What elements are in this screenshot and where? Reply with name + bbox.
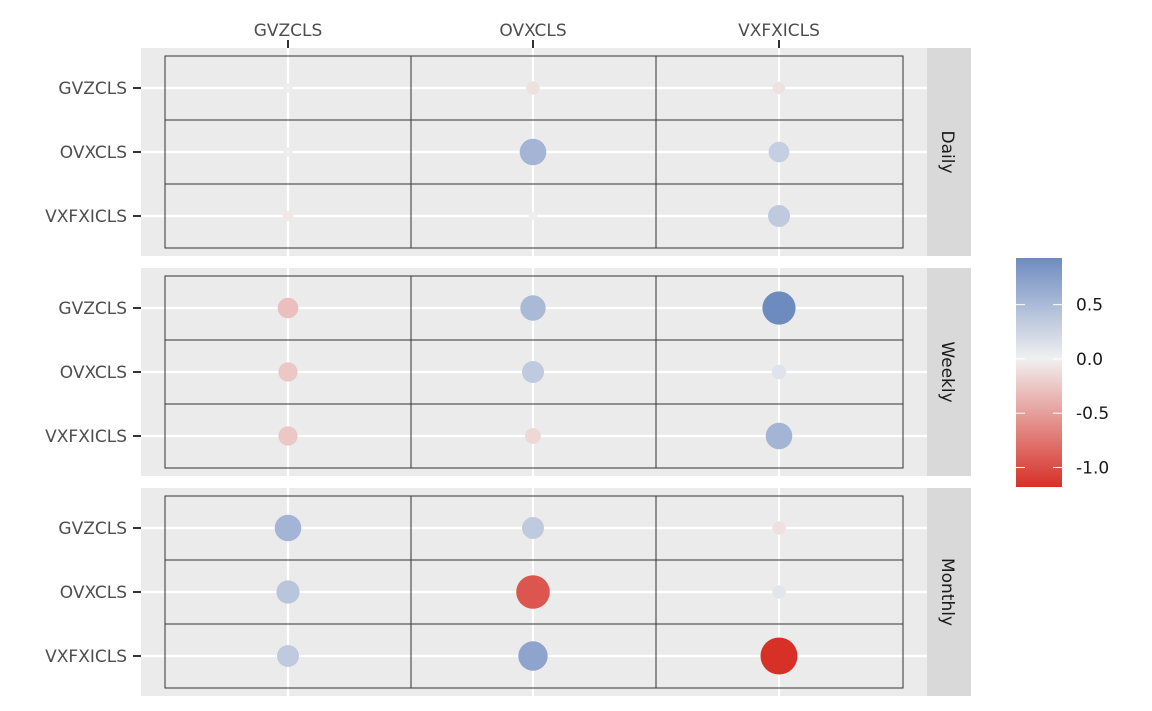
y-tick-label: VXFXICLS (45, 427, 127, 447)
tile-border (164, 495, 904, 689)
legend-colorbar (1016, 258, 1062, 487)
data-point (276, 580, 300, 604)
tile-border (164, 275, 904, 469)
data-point (278, 362, 298, 382)
data-point (519, 138, 547, 166)
data-point (277, 297, 299, 319)
data-point (522, 517, 544, 539)
facet-panel-daily: Daily GVZCLS OVXCLS VXFXICLS (45, 48, 971, 256)
data-point (277, 645, 299, 667)
facet-strip-label: Daily (937, 130, 957, 173)
legend-tick-label: -1.0 (1076, 458, 1109, 478)
y-tick-label: OVXCLS (60, 143, 127, 163)
legend-tick-label: 0.5 (1076, 296, 1103, 316)
facet-panel-monthly: Monthly GVZCLS OVXCLS VXFXICLS (45, 488, 971, 696)
data-point (771, 364, 787, 380)
data-point (772, 521, 786, 535)
data-point (274, 514, 302, 542)
facet-strip (927, 268, 971, 476)
y-tick-label: OVXCLS (60, 363, 127, 383)
tile-border (164, 55, 904, 249)
y-tick-label: VXFXICLS (45, 207, 127, 227)
data-point (760, 637, 798, 675)
y-tick-label: OVXCLS (60, 583, 127, 603)
data-point (772, 585, 786, 599)
data-point (282, 210, 294, 222)
data-point (283, 83, 293, 93)
data-point (516, 575, 550, 609)
x-tick-label: OVXCLS (499, 21, 566, 41)
data-point (528, 211, 538, 221)
x-tick-label: GVZCLS (254, 21, 323, 41)
data-point (768, 205, 790, 227)
y-tick-label: VXFXICLS (45, 647, 127, 667)
data-point (526, 81, 540, 95)
legend-tick-label: -0.5 (1076, 404, 1109, 424)
y-tick-label: GVZCLS (58, 79, 127, 99)
data-point (522, 361, 544, 383)
y-tick-label: GVZCLS (58, 299, 127, 319)
data-point (278, 426, 298, 446)
facet-strip-label: Monthly (937, 558, 957, 626)
x-tick-label: VXFXICLS (738, 21, 820, 41)
color-legend: 0.5 0.0 -0.5 -1.0 (1016, 258, 1109, 487)
data-point (283, 147, 293, 157)
facet-strip-label: Weekly (937, 341, 957, 402)
data-point (520, 295, 546, 321)
data-point (772, 81, 786, 95)
data-point (525, 428, 541, 444)
y-tick-label: GVZCLS (58, 519, 127, 539)
data-point (518, 641, 548, 671)
facet-strip (927, 488, 971, 696)
legend-tick-label: 0.0 (1076, 350, 1103, 370)
data-point (765, 422, 793, 450)
facet-panel-weekly: Weekly GVZCLS OVXCLS VXFXICLS (45, 268, 971, 476)
data-point (762, 291, 796, 325)
facet-strip (927, 48, 971, 256)
data-point (768, 141, 790, 163)
